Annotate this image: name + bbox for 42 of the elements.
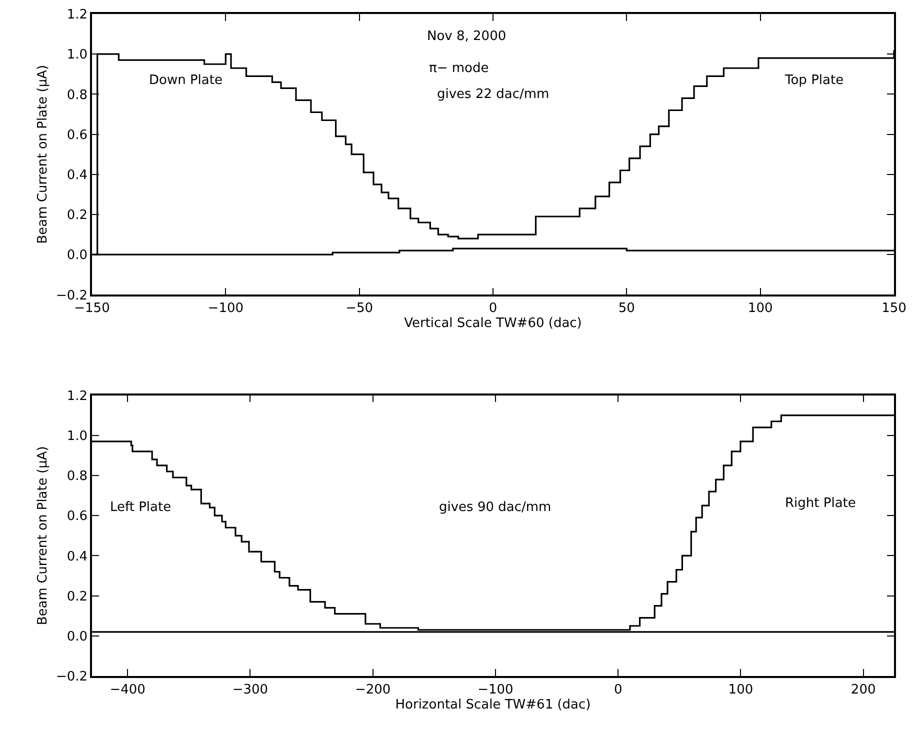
y-tick-label: 0.2 <box>66 208 88 224</box>
x-tick-label: −400 <box>110 682 146 698</box>
x-tick-label: −200 <box>354 682 391 698</box>
y-tick-label: 0.4 <box>66 168 88 183</box>
x-tick-label: 150 <box>882 301 906 316</box>
x-tick-label: 100 <box>748 301 773 316</box>
y-tick-label: −0.2 <box>56 288 88 304</box>
x-tick-label: 200 <box>850 682 876 698</box>
y-tick-label: 0.0 <box>66 248 88 264</box>
y-tick-label: 1.2 <box>66 388 88 404</box>
y-tick-label: 0.6 <box>66 509 88 524</box>
y-tick-label: 0.0 <box>66 629 88 644</box>
annotation: gives 22 dac/mm <box>437 87 550 102</box>
x-tick-label: −100 <box>208 301 244 316</box>
y-tick-label: 0.2 <box>66 589 88 604</box>
y-tick-label: 0.8 <box>66 88 88 103</box>
y-tick-label: −0.2 <box>56 670 88 685</box>
x-tick-label: −300 <box>232 682 268 698</box>
annotation: gives 90 dac/mm <box>439 500 552 515</box>
y-tick-label: 0.8 <box>66 469 88 484</box>
x-tick-label: 0 <box>614 682 622 698</box>
y-axis-title: Beam Current on Plate (μA) <box>35 64 50 244</box>
y-axis-title: Beam Current on Plate (μA) <box>35 446 50 626</box>
x-axis-title: Vertical Scale TW#60 (dac) <box>404 316 582 332</box>
y-tick-label: 1.0 <box>66 428 88 444</box>
x-tick-label: 50 <box>618 301 635 316</box>
x-tick-label: 100 <box>728 682 754 698</box>
y-tick-label: 1.0 <box>66 48 88 63</box>
x-tick-label: −50 <box>346 301 374 316</box>
annotation: Right Plate <box>785 496 856 511</box>
annotation: Nov 8, 2000 <box>427 29 506 44</box>
annotation: Left Plate <box>110 500 172 515</box>
y-tick-label: 0.6 <box>66 128 88 143</box>
annotation: Down Plate <box>149 73 222 88</box>
annotation: Top Plate <box>784 73 844 88</box>
x-tick-label: −150 <box>74 301 110 316</box>
x-tick-label: 0 <box>488 301 498 316</box>
y-tick-label: 1.2 <box>66 8 88 23</box>
y-tick-label: 0.4 <box>66 549 88 564</box>
x-axis-title: Horizontal Scale TW#61 (dac) <box>395 697 591 712</box>
annotation: π− mode <box>429 61 489 76</box>
x-tick-label: −100 <box>478 682 514 698</box>
